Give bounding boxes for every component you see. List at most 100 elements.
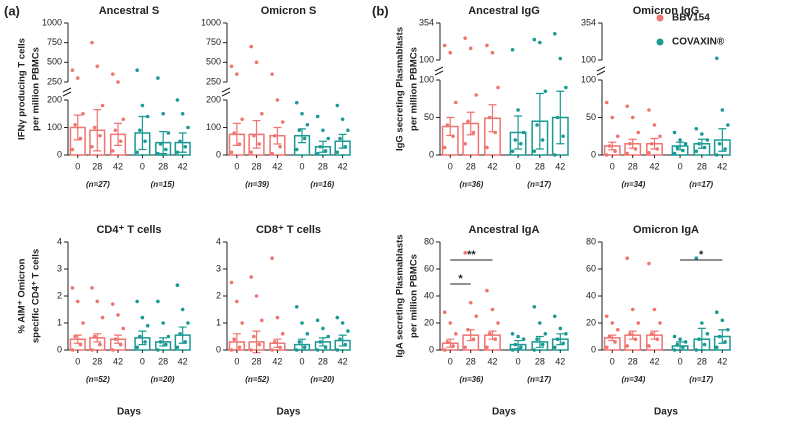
data-point: [714, 56, 719, 61]
x-tick-label: 42: [338, 161, 348, 171]
data-point: [442, 43, 447, 48]
data-point: [540, 342, 545, 347]
data-point: [697, 337, 701, 342]
axis-break: [434, 66, 444, 76]
x-tick-label: 42: [178, 356, 188, 366]
data-point: [647, 261, 651, 266]
data-point: [615, 134, 620, 139]
y-tick-label: 60: [586, 263, 596, 273]
x-tick-label: 0: [75, 356, 80, 366]
error-bar: [93, 333, 102, 343]
error-bar: [466, 329, 475, 342]
data-point: [532, 305, 537, 309]
data-point: [510, 332, 515, 336]
data-point: [90, 40, 94, 45]
n-label: (n=39): [245, 180, 269, 189]
x-tick-label: 0: [516, 356, 521, 366]
data-point: [474, 93, 479, 97]
y-tick-label: 0: [591, 149, 596, 159]
data-point: [543, 332, 548, 336]
data-point: [235, 299, 239, 304]
data-point: [672, 334, 677, 339]
data-point: [658, 321, 662, 325]
data-point: [315, 151, 320, 156]
data-point: [496, 321, 500, 325]
x-tick-label: 28: [697, 161, 707, 171]
data-point: [532, 149, 537, 154]
data-point: [100, 315, 105, 320]
y-tick-label: 20: [424, 317, 434, 327]
data-point: [294, 100, 299, 105]
x-tick-label: 28: [535, 356, 545, 366]
data-point: [558, 326, 563, 331]
data-point: [113, 128, 118, 133]
data-point: [630, 307, 635, 312]
data-point: [468, 46, 473, 51]
chart-title: CD4⁺ T cells: [96, 224, 161, 236]
error-bar: [159, 131, 168, 155]
data-point: [326, 334, 331, 339]
data-point: [275, 315, 280, 320]
data-point: [156, 76, 160, 80]
data-point: [604, 153, 609, 157]
data-point: [552, 314, 557, 319]
data-point: [158, 142, 163, 146]
data-point: [90, 348, 94, 352]
x-tick-label: 0: [234, 356, 239, 366]
n-label: (n=17): [527, 375, 551, 384]
x-tick-label: 42: [272, 161, 282, 171]
y-axis-label: IFNγ producing T cells: [17, 38, 28, 140]
n-label: (n=52): [86, 375, 110, 384]
data-point: [678, 138, 682, 142]
data-point: [683, 340, 688, 344]
x-axis-label: Days: [654, 407, 678, 418]
data-point: [235, 72, 239, 76]
data-point: [658, 134, 662, 139]
x-tick-label: 28: [318, 356, 328, 366]
data-point: [474, 314, 479, 319]
data-point: [280, 332, 285, 336]
data-point: [232, 337, 236, 342]
error-bar: [252, 120, 261, 149]
n-label: (n=34): [621, 180, 645, 189]
data-point: [463, 36, 467, 40]
data-point: [110, 72, 115, 76]
y-tick-label: 1: [57, 317, 62, 327]
data-point: [315, 348, 320, 352]
data-point: [95, 64, 100, 69]
legend-marker: [656, 14, 664, 22]
error-bar: [535, 92, 544, 150]
y-tick-label: 500: [47, 57, 62, 67]
y-tick-label: 50: [424, 112, 434, 122]
y-tick-label: 4: [216, 236, 221, 246]
error-bar: [514, 339, 523, 350]
y-tick-label: 1000: [42, 17, 62, 27]
data-point: [90, 144, 94, 149]
axis-break: [62, 87, 72, 97]
data-point: [338, 136, 342, 141]
data-point: [463, 251, 467, 255]
data-point: [625, 344, 629, 348]
data-point: [448, 50, 453, 55]
data-point: [604, 314, 609, 319]
data-point: [249, 150, 254, 155]
x-tick-label: 28: [466, 356, 476, 366]
data-point: [535, 337, 539, 342]
x-tick-label: 0: [300, 356, 305, 366]
x-tick-label: 28: [697, 356, 707, 366]
data-point: [98, 133, 102, 138]
x-tick-label: 42: [487, 161, 497, 171]
data-point: [694, 256, 699, 261]
data-point: [229, 150, 234, 155]
data-point: [175, 150, 180, 155]
data-point: [297, 340, 302, 344]
y-tick-label: 80: [586, 236, 596, 246]
error-bar: [178, 326, 187, 344]
y-tick-label: 3: [216, 263, 221, 273]
data-point: [513, 342, 518, 347]
error-bar: [338, 133, 347, 149]
data-point: [694, 126, 699, 131]
data-point: [229, 280, 234, 285]
error-bar: [718, 329, 727, 344]
data-point: [468, 300, 473, 305]
